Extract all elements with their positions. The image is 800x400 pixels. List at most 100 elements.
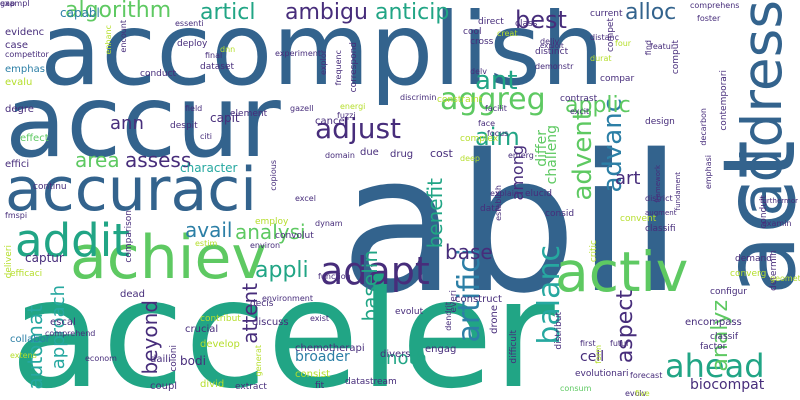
cloud-word: adapt xyxy=(320,249,430,293)
cloud-word: convent xyxy=(620,214,657,224)
cloud-word: complex xyxy=(460,134,499,144)
cloud-word: art xyxy=(615,168,641,189)
cloud-word: direct xyxy=(478,17,504,27)
cloud-word: decarbon xyxy=(699,108,708,146)
cloud-word: distinct xyxy=(535,47,569,57)
cloud-word: accur xyxy=(5,63,281,180)
cloud-word: analysi xyxy=(235,220,306,244)
cloud-word: forecast xyxy=(630,371,663,380)
cloud-word: construct xyxy=(455,294,502,305)
cloud-word: dendrit xyxy=(444,302,453,331)
cloud-word: facilit xyxy=(485,104,507,113)
cloud-word: evidenc xyxy=(5,27,45,38)
cloud-word: exploit xyxy=(540,42,564,50)
cloud-word: accomplish xyxy=(40,0,605,108)
cloud-word: ambigu xyxy=(285,0,368,25)
cloud-word: demand xyxy=(735,254,772,264)
cloud-word: citi xyxy=(200,132,212,141)
cloud-word: emphasi xyxy=(704,155,713,190)
cloud-word: efficaci xyxy=(10,269,43,279)
cloud-word: critic xyxy=(589,240,599,263)
cloud-word: encompass xyxy=(685,317,742,328)
cloud-word: dataset xyxy=(200,62,235,72)
cloud-word: evolv xyxy=(625,389,647,398)
cloud-word: conduct xyxy=(140,69,177,79)
cloud-word: aim xyxy=(475,123,520,151)
cloud-word: automat xyxy=(23,305,47,390)
cloud-word: examin xyxy=(762,219,792,228)
cloud-word: aspect xyxy=(613,290,638,364)
cloud-word: focus xyxy=(487,129,509,138)
cloud-word: aggreg xyxy=(440,82,546,117)
cloud-word: elucid xyxy=(525,189,552,199)
cloud-word: consist xyxy=(295,369,331,380)
cloud-word: alloc xyxy=(625,0,677,25)
cloud-word: collabor xyxy=(10,334,50,345)
cloud-word: avail xyxy=(185,218,233,242)
cloud-word: encount xyxy=(119,20,128,53)
cloud-word: contrast xyxy=(560,94,598,104)
cloud-word: enhanc xyxy=(104,25,113,55)
cloud-word: daili xyxy=(150,354,171,365)
cloud-word: econom xyxy=(85,354,117,363)
cloud-word: crucial xyxy=(185,324,219,335)
cloud-word: dead xyxy=(120,289,145,300)
cloud-word: competitor xyxy=(5,50,49,59)
cloud-word: classifi xyxy=(645,224,676,234)
cloud-word: factor xyxy=(700,342,727,352)
cloud-word: distanc xyxy=(590,33,619,42)
cloud-word: creat xyxy=(497,29,518,38)
cloud-word: capit xyxy=(210,111,240,125)
cloud-word: exist xyxy=(310,314,330,323)
cloud-word: coloni xyxy=(169,345,179,372)
cloud-word: evolut xyxy=(395,307,424,317)
cloud-word: data xyxy=(480,204,501,214)
cloud-word: furthermor xyxy=(760,197,799,205)
cloud-word: cell xyxy=(580,349,605,365)
cloud-word: consum xyxy=(560,384,592,393)
cloud-word: frequenc xyxy=(334,50,343,86)
cloud-word: evolutionari xyxy=(575,369,629,379)
cloud-word: accuraci xyxy=(5,155,257,225)
cloud-word: establish xyxy=(494,185,503,221)
cloud-word: futur xyxy=(610,339,630,348)
cloud-word: explor xyxy=(319,50,328,75)
cloud-word: case xyxy=(5,40,28,51)
cloud-word: abil xyxy=(340,114,683,335)
cloud-word: divid xyxy=(200,379,225,390)
cloud-word: bodi xyxy=(180,354,206,368)
cloud-word: correspond xyxy=(349,42,359,93)
cloud-word: exampl xyxy=(0,0,30,8)
cloud-word: deep xyxy=(460,154,480,163)
cloud-word: contemporari xyxy=(719,70,729,131)
cloud-word: fundament xyxy=(674,172,682,211)
cloud-word: copious xyxy=(269,160,278,191)
cloud-word: baselin xyxy=(358,250,382,322)
cloud-word: comprehens xyxy=(690,1,740,10)
cloud-word: determin xyxy=(769,250,779,291)
cloud-word: base xyxy=(445,240,493,264)
cloud-word: character xyxy=(180,161,238,175)
cloud-word: essenti xyxy=(175,19,204,28)
cloud-word: distribut xyxy=(554,312,564,350)
cloud-word: excel xyxy=(295,194,316,203)
cloud-word: augment xyxy=(645,209,677,217)
cloud-word: datastream xyxy=(345,377,397,387)
cloud-word: address xyxy=(730,0,794,217)
cloud-word: anoth xyxy=(375,348,427,369)
cloud-word: domain xyxy=(325,151,355,160)
cloud-word: achiev xyxy=(70,223,267,293)
cloud-word: addit xyxy=(15,214,130,267)
cloud-word: challeng xyxy=(544,125,560,185)
cloud-word: capabl xyxy=(60,6,100,20)
cloud-word: excit xyxy=(570,107,590,116)
cloud-word: effect xyxy=(20,133,49,144)
cloud-word: divers xyxy=(380,349,411,360)
cloud-word: cost xyxy=(430,147,453,160)
cloud-word: ant xyxy=(475,66,518,96)
cloud-word: dnn xyxy=(220,45,236,54)
cloud-word: durat xyxy=(590,54,612,63)
cloud-word: continu xyxy=(33,182,67,192)
cloud-word: class xyxy=(515,19,538,29)
cloud-word: degre xyxy=(5,104,34,115)
